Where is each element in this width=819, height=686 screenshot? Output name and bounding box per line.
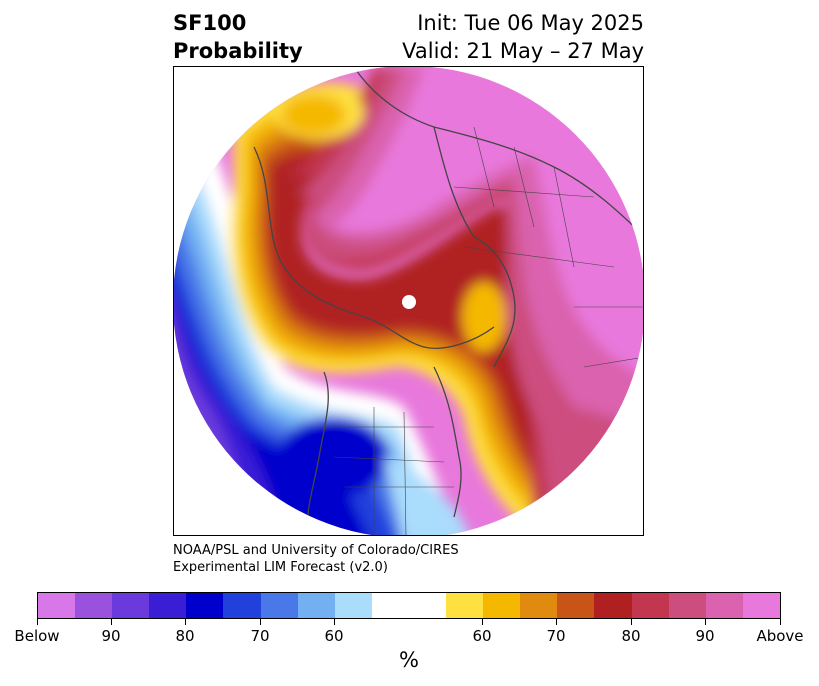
colorbar-tick-label: Above	[756, 627, 804, 645]
colorbar-tick	[780, 619, 781, 625]
colorbar-tick-label: 70	[546, 627, 566, 645]
title-valid-range: Valid: 21 May – 27 May	[402, 39, 644, 63]
colorbar-tick	[111, 619, 112, 625]
political-borders	[324, 126, 643, 535]
title-init-date: Init: Tue 06 May 2025	[417, 11, 644, 35]
north-pole-marker	[402, 295, 416, 309]
colorbar-tick-label: 60	[324, 627, 344, 645]
colorbar-swatch	[408, 593, 447, 618]
colorbar-tick-label: 60	[472, 627, 492, 645]
credit-text: NOAA/PSL and University of Colorado/CIRE…	[173, 542, 459, 576]
colorbar-tick	[260, 619, 261, 625]
probability-field	[174, 67, 643, 535]
colorbar-swatch	[483, 593, 521, 618]
colorbar-swatch	[223, 593, 261, 618]
colorbar-tick-label: 70	[250, 627, 270, 645]
above-max-field	[334, 67, 643, 377]
colorbar-swatch	[705, 593, 743, 618]
colorbar-unit-label: %	[399, 648, 419, 672]
below-60-east-tail	[384, 457, 474, 535]
colorbar-swatch	[149, 593, 187, 618]
colorbar-tick	[37, 619, 38, 625]
map-title-right: Init: Tue 06 May 2025 Valid: 21 May – 27…	[402, 9, 644, 65]
polar-map	[174, 67, 643, 535]
colorbar-tick	[705, 619, 706, 625]
colorbar-swatch	[520, 593, 558, 618]
colorbar-tick-label: 80	[621, 627, 641, 645]
colorbar-tick	[482, 619, 483, 625]
colorbar-swatch	[446, 593, 484, 618]
colorbar-swatch	[631, 593, 669, 618]
colorbar-swatch	[594, 593, 632, 618]
colorbar-tick-label: 90	[695, 627, 715, 645]
colorbar-swatch	[75, 593, 113, 618]
colorbar	[37, 592, 781, 619]
credit-line-1: NOAA/PSL and University of Colorado/CIRE…	[173, 543, 459, 558]
map-frame	[173, 66, 644, 536]
colorbar-swatch	[260, 593, 298, 618]
above-65-north-pocket	[462, 282, 506, 352]
colorbar-swatch	[334, 593, 372, 618]
colorbar-swatch	[371, 593, 409, 618]
colorbar-swatch	[112, 593, 150, 618]
colorbar-swatch	[557, 593, 595, 618]
colorbar-swatch	[668, 593, 706, 618]
title-model: SF100	[173, 11, 247, 35]
colorbar-swatch	[742, 593, 780, 618]
colorbar-tick	[556, 619, 557, 625]
colorbar-swatch	[297, 593, 335, 618]
colorbar-tick-label: 90	[101, 627, 121, 645]
colorbar-swatch	[38, 593, 76, 618]
above-65-pocket	[282, 95, 346, 135]
colorbar-tick-label: Below	[14, 627, 60, 645]
coastlines	[253, 67, 643, 535]
above-80-arc	[268, 150, 546, 480]
map-title-left: SF100 Probability	[173, 9, 303, 65]
colorbar-swatch	[186, 593, 224, 618]
colorbar-tick-label: 80	[175, 627, 195, 645]
title-variable: Probability	[173, 39, 303, 63]
colorbar-tick	[185, 619, 186, 625]
colorbar-tick	[631, 619, 632, 625]
colorbar-tick	[334, 619, 335, 625]
credit-line-2: Experimental LIM Forecast (v2.0)	[173, 560, 388, 575]
